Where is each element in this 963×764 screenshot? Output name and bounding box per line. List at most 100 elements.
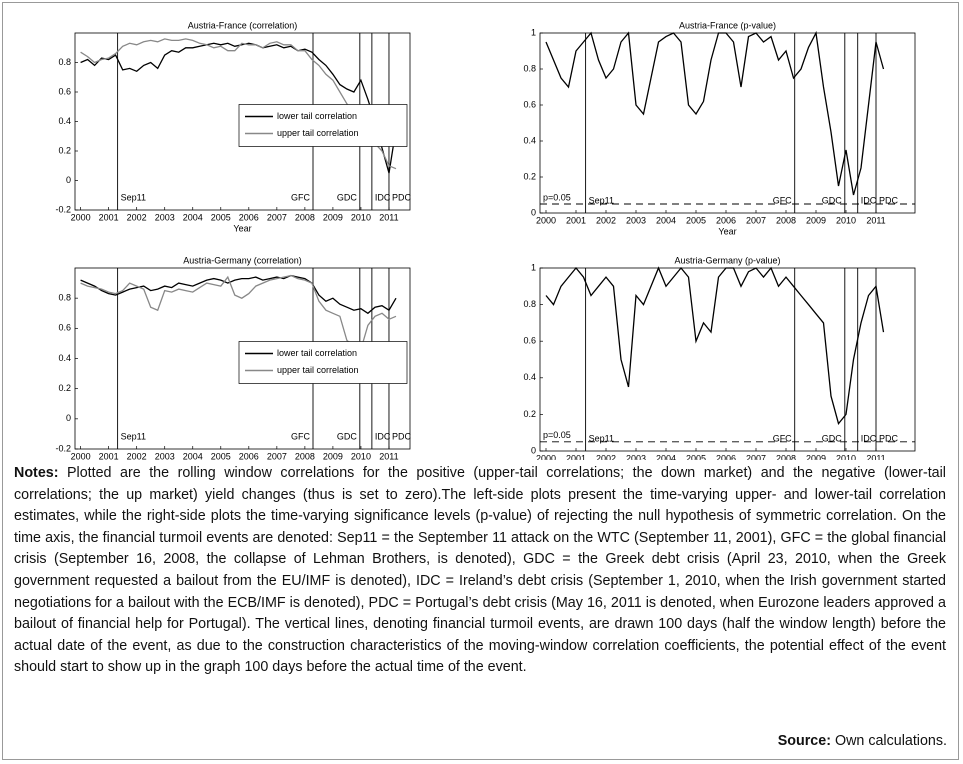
event-label: PDC	[879, 195, 899, 205]
x-tick-label: 2010	[351, 212, 371, 222]
event-label: GFC	[291, 431, 310, 441]
x-tick-label: 2006	[239, 451, 259, 460]
event-label: GFC	[773, 195, 792, 205]
event-label: IDC	[861, 195, 877, 205]
notes-text: Plotted are the rolling window correlati…	[14, 465, 946, 676]
x-tick-label: 2009	[806, 453, 826, 460]
x-tick-label: 2010	[836, 453, 856, 460]
x-tick-label: 2010	[836, 215, 856, 225]
y-tick-label: 0.2	[58, 383, 71, 393]
x-tick-label: 2005	[211, 212, 231, 222]
x-axis-label: Year	[233, 223, 251, 233]
x-tick-label: 2002	[127, 451, 147, 460]
event-label: GDC	[337, 431, 358, 441]
x-tick-label: 2008	[295, 212, 315, 222]
x-tick-label: 2007	[267, 212, 287, 222]
x-tick-label: 2011	[866, 215, 885, 225]
y-tick-label: 0.2	[523, 409, 536, 419]
source-text: Own calculations.	[834, 733, 947, 749]
x-tick-label: 2000	[71, 451, 91, 460]
y-tick-label: 0	[66, 175, 71, 185]
x-tick-label: 2005	[211, 451, 231, 460]
y-tick-label: 0.8	[58, 57, 71, 67]
source: Source: Own calculations.	[778, 733, 947, 749]
x-tick-label: 2006	[716, 215, 736, 225]
threshold-label: p=0.05	[543, 430, 571, 440]
series-line	[80, 38, 397, 170]
x-axis-label: Year	[718, 226, 736, 236]
event-label: GFC	[773, 433, 792, 443]
x-tick-label: 2005	[686, 215, 706, 225]
x-tick-label: 2003	[626, 215, 646, 225]
event-label: GDC	[337, 192, 358, 202]
y-tick-label: 0.6	[523, 99, 536, 109]
x-tick-label: 2004	[183, 212, 203, 222]
event-label: PDC	[879, 433, 899, 443]
y-tick-label: 0.6	[58, 323, 71, 333]
y-tick-label: -0.2	[55, 443, 71, 453]
x-tick-label: 2008	[295, 451, 315, 460]
y-tick-label: 0.8	[523, 63, 536, 73]
x-tick-label: 2002	[127, 212, 147, 222]
x-tick-label: 2007	[746, 453, 766, 460]
legend-box	[238, 104, 408, 147]
x-tick-label: 2004	[183, 451, 203, 460]
series-line	[80, 42, 397, 174]
legend-box	[238, 341, 408, 384]
x-tick-label: 2009	[323, 212, 343, 222]
x-tick-label: 2009	[323, 451, 343, 460]
y-tick-label: 1	[531, 27, 536, 37]
y-tick-label: 0.2	[523, 171, 536, 181]
y-tick-label: 0.4	[523, 135, 536, 145]
event-label: Sep11	[121, 192, 146, 202]
y-tick-label: -0.2	[55, 204, 71, 214]
x-tick-label: 2008	[776, 453, 796, 460]
event-label: GDC	[822, 433, 843, 443]
legend-label: lower tail correlation	[277, 111, 357, 121]
chart-title: Austria-France (p-value)	[679, 20, 776, 30]
x-tick-label: 2001	[566, 453, 586, 460]
charts: Austria-France (correlation) 2000 2001 2002…	[55, 20, 916, 460]
x-tick-label: 2004	[656, 453, 676, 460]
chart-title: Austria-Germany (correlation)	[183, 255, 302, 265]
x-tick-label: 2003	[626, 453, 646, 460]
source-label: Source:	[777, 733, 831, 749]
event-label: PDC	[392, 192, 412, 202]
event-label: Sep11	[589, 433, 614, 443]
y-tick-label: 0.4	[58, 116, 71, 126]
x-tick-label: 2000	[71, 212, 91, 222]
x-tick-label: 2002	[596, 215, 616, 225]
x-tick-label: 2001	[99, 212, 119, 222]
y-tick-label: 0.4	[58, 353, 71, 363]
legend-label: lower tail correlation	[277, 348, 357, 358]
x-tick-label: 2001	[99, 451, 119, 460]
series-line	[545, 30, 885, 196]
x-tick-label: 2011	[379, 212, 398, 222]
x-tick-label: 2000	[536, 453, 556, 460]
series-line	[80, 274, 397, 351]
x-tick-label: 2004	[656, 215, 676, 225]
x-tick-label: 2003	[155, 212, 175, 222]
y-tick-label: 0.6	[523, 336, 536, 346]
x-tick-label: 2000	[536, 215, 556, 225]
x-tick-label: 2003	[155, 451, 175, 460]
x-tick-label: 2011	[866, 453, 885, 460]
x-tick-label: 2006	[239, 212, 259, 222]
y-tick-label: 1	[531, 262, 536, 272]
x-tick-label: 2010	[351, 451, 371, 460]
x-tick-label: 2001	[566, 215, 586, 225]
x-tick-label: 2005	[686, 453, 706, 460]
y-tick-label: 0.8	[58, 293, 71, 303]
series-line	[80, 274, 397, 315]
chart-title: Austria-France (correlation)	[188, 20, 298, 30]
y-tick-label: 0.8	[523, 299, 536, 309]
plot-area	[539, 32, 916, 214]
y-tick-label: 0	[531, 445, 536, 455]
event-label: GFC	[291, 192, 310, 202]
y-tick-label: 0.4	[523, 372, 536, 382]
y-tick-label: 0	[531, 207, 536, 217]
threshold-label: p=0.05	[543, 192, 571, 202]
legend-label: upper tail correlation	[277, 128, 359, 138]
chart-title: Austria-Germany (p-value)	[674, 255, 780, 265]
